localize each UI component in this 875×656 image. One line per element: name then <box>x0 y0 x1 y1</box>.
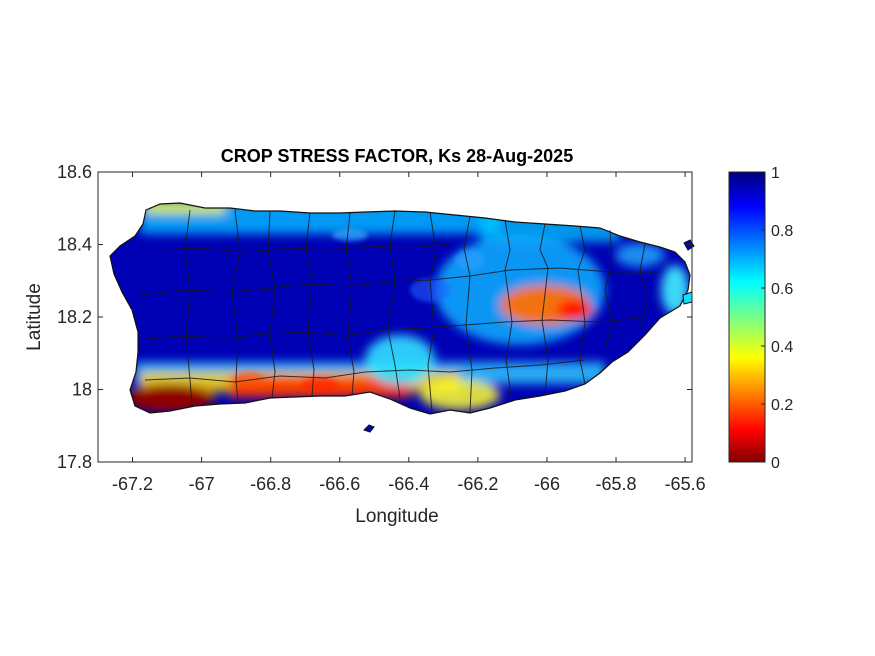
northeast-cyan <box>615 243 665 267</box>
y-tick-label: 18 <box>72 380 92 400</box>
y-tick-label: 18.4 <box>57 235 92 255</box>
colorbar-tick-label: 0.4 <box>771 339 793 356</box>
x-axis-label: Longitude <box>355 506 438 527</box>
x-tick-label: -65.6 <box>665 474 706 494</box>
y-tick-label: 17.8 <box>57 452 92 472</box>
municipality-boundaries <box>137 209 660 413</box>
x-tick-label: -66.4 <box>388 474 429 494</box>
colorbar-tick-label: 0.2 <box>771 397 793 414</box>
chart-title: CROP STRESS FACTOR, Ks 28-Aug-2025 <box>221 146 573 166</box>
x-axis-ticks: -67.2 -67 -66.8 -66.6 -66.4 -66.2 -66 -65.8 -65.… <box>112 172 706 494</box>
x-tick-label: -67 <box>189 474 215 494</box>
southwest-dark-red <box>125 384 215 412</box>
colorbar-tick-label: 0.8 <box>771 223 793 240</box>
colorbar-ticks: 0 0.2 0.4 0.6 0.8 1 <box>761 165 793 472</box>
north-yellow-fringe <box>145 203 225 214</box>
x-tick-label: -66.6 <box>319 474 360 494</box>
x-tick-label: -67.2 <box>112 474 153 494</box>
y-tick-label: 18.6 <box>57 162 92 182</box>
colorbar-tick-label: 1 <box>771 165 780 182</box>
x-tick-label: -66.2 <box>457 474 498 494</box>
x-tick-label: -65.8 <box>596 474 637 494</box>
y-tick-label: 18.2 <box>57 307 92 327</box>
x-tick-label: -66 <box>534 474 560 494</box>
south-east-yellow <box>420 380 500 410</box>
y-axis-label: Latitude <box>24 283 45 351</box>
y-axis-ticks: 17.8 18 18.2 18.4 18.6 <box>57 162 692 472</box>
colorbar-tick-label: 0 <box>771 455 780 472</box>
x-tick-label: -66.8 <box>250 474 291 494</box>
colorbar <box>728 171 766 463</box>
east-central-red <box>557 300 593 320</box>
south-central-cyan <box>365 335 435 385</box>
caja-de-muertos-island <box>363 424 375 433</box>
colorbar-tick-label: 0.6 <box>771 281 793 298</box>
